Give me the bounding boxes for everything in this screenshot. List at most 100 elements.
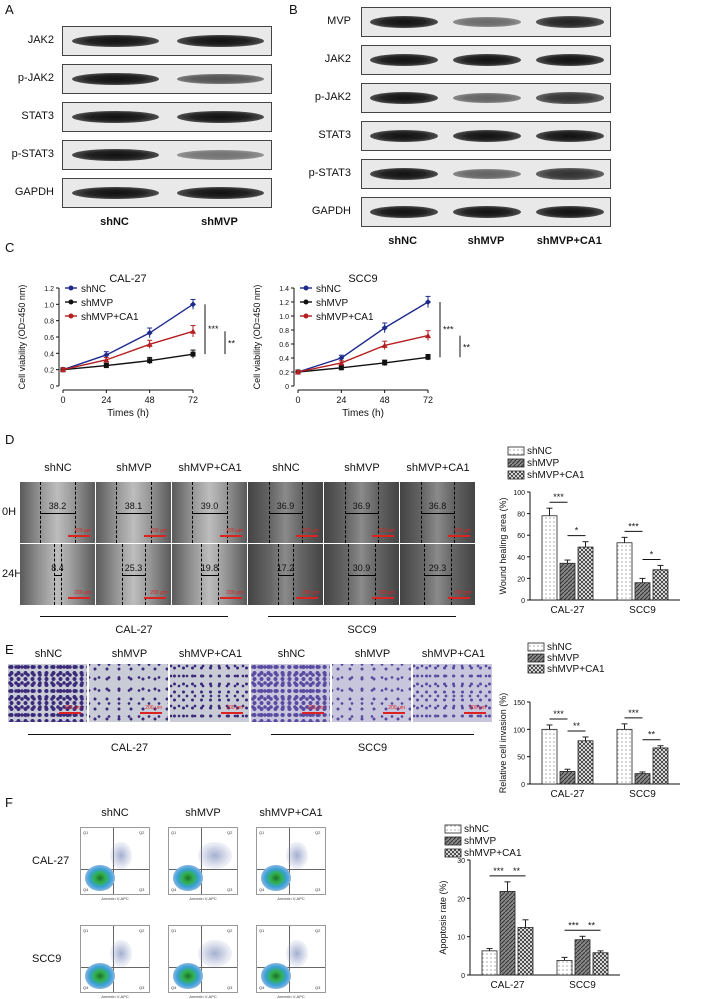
y-tick-label: 1.2 bbox=[279, 300, 289, 307]
y-tick-label: 0.2 bbox=[279, 370, 289, 377]
chart-title: CAL-27 bbox=[109, 273, 146, 285]
y-tick-label: 0.8 bbox=[44, 319, 54, 326]
blot-band bbox=[452, 168, 522, 180]
wound-edge-line bbox=[450, 544, 452, 605]
blot-lane-box bbox=[62, 178, 272, 208]
cell-invasion-chart: 0 50 100 150 Relative cell invasion (%) CAL-2… bbox=[498, 642, 680, 800]
blot-band bbox=[536, 92, 605, 104]
significance-mark: *** bbox=[553, 492, 564, 502]
y-tick-label: 0 bbox=[461, 973, 465, 980]
wound-image: 8.4 200 μm bbox=[20, 544, 95, 605]
y-axis-label: Cell viability (OD=450 nm) bbox=[17, 285, 27, 390]
quadrant-line bbox=[257, 868, 325, 870]
wound-width-value: 17.2 bbox=[276, 563, 295, 573]
blot-row-label: STAT3 bbox=[21, 110, 54, 122]
quadrant-label: Q1 bbox=[171, 830, 177, 835]
y-tick-label: 20 bbox=[457, 896, 465, 903]
wound-image: 30.9 200 μm bbox=[324, 544, 399, 605]
y-tick-label: 0.4 bbox=[279, 356, 289, 363]
y-tick-label: 1.4 bbox=[279, 286, 289, 293]
data-point bbox=[147, 358, 153, 364]
data-point bbox=[382, 360, 388, 366]
wound-image: 25.3 200 μm bbox=[96, 544, 171, 605]
blot-band bbox=[452, 205, 522, 219]
wound-image: 38.1 200 μm bbox=[96, 482, 171, 543]
flow-plot: Q1 Q2 Q3 Q4 bbox=[80, 827, 150, 895]
wound-edge-line bbox=[122, 544, 124, 605]
quadrant-label: Q3 bbox=[139, 887, 145, 892]
blot-lane-box bbox=[62, 26, 272, 56]
scale-bar-text: 200 μm bbox=[226, 705, 243, 711]
apoptotic-cells bbox=[198, 841, 232, 869]
flow-plot: Q1 Q2 Q3 Q4 bbox=[80, 925, 150, 993]
blot-column-label: shMVP+CA1 bbox=[536, 235, 602, 247]
quadrant-line bbox=[169, 966, 237, 968]
group-label: CAL-27 bbox=[115, 624, 153, 636]
wound-width-line bbox=[344, 513, 379, 514]
bar bbox=[541, 515, 558, 601]
x-axis-label: Times (h) bbox=[342, 408, 384, 419]
scale-bar-text: 200 μm bbox=[378, 590, 395, 596]
invasion-image: 200 μm bbox=[251, 664, 330, 722]
bar bbox=[592, 952, 609, 976]
quadrant-label: Q1 bbox=[83, 928, 89, 933]
blot-band bbox=[369, 205, 438, 219]
wound-edge-line bbox=[61, 544, 63, 605]
quadrant-label: Q3 bbox=[227, 985, 233, 990]
scale-bar-text: 200 μm bbox=[150, 528, 167, 534]
wound-edge-line bbox=[218, 544, 220, 605]
blot-band bbox=[72, 148, 159, 162]
scale-bar bbox=[220, 597, 242, 599]
wound-width-line bbox=[420, 513, 455, 514]
wound-width-value: 30.9 bbox=[352, 563, 371, 573]
wound-width-line bbox=[268, 513, 303, 514]
significance-mark: *** bbox=[208, 324, 219, 334]
wound-edge-line bbox=[150, 482, 152, 543]
scale-bar bbox=[144, 535, 166, 537]
group-label: CAL-27 bbox=[110, 742, 149, 754]
group-label: SCC9 bbox=[357, 742, 388, 754]
blot-band bbox=[369, 129, 438, 143]
bar bbox=[499, 891, 516, 976]
scale-bar-text: 200 μm bbox=[302, 528, 319, 534]
scale-bar bbox=[464, 712, 486, 714]
bar bbox=[616, 542, 633, 601]
series-line bbox=[297, 301, 429, 373]
y-tick-label: 0.8 bbox=[279, 328, 289, 335]
flow-x-axis-label: Annexin V-APC bbox=[277, 994, 305, 999]
blot-band bbox=[72, 110, 159, 124]
data-point bbox=[103, 363, 109, 369]
scale-bar bbox=[140, 712, 162, 714]
apoptotic-cells bbox=[110, 841, 133, 869]
wound-edge-line bbox=[420, 482, 422, 543]
legend-swatch bbox=[527, 653, 545, 663]
data-point bbox=[190, 301, 196, 308]
invasion-image: 200 μm bbox=[89, 664, 168, 722]
wound-edge-line bbox=[347, 544, 349, 605]
blot-row-label: GAPDH bbox=[14, 186, 54, 198]
wound-width-line bbox=[347, 575, 376, 576]
blot-row-label: JAK2 bbox=[27, 34, 54, 46]
quadrant-line bbox=[257, 966, 325, 968]
cell-cluster bbox=[85, 865, 115, 892]
data-point bbox=[60, 366, 66, 373]
legend-label: shMVP+CA1 bbox=[316, 312, 374, 323]
blot-band bbox=[177, 73, 264, 85]
wound-row-label: 24H bbox=[2, 568, 23, 580]
bar bbox=[556, 960, 573, 976]
apoptotic-cells bbox=[286, 939, 309, 967]
wound-edge-line bbox=[302, 482, 304, 543]
flow-plot: Q1 Q2 Q3 Q4 bbox=[168, 827, 238, 895]
legend-swatch bbox=[527, 664, 545, 674]
series-line bbox=[62, 330, 194, 371]
group-underline bbox=[28, 734, 231, 735]
wound-edge-line bbox=[277, 544, 279, 605]
blot-lane-box bbox=[361, 197, 611, 227]
bar bbox=[481, 950, 498, 976]
blot-row-label: GAPDH bbox=[311, 205, 351, 217]
blot-column-label: shMVP bbox=[467, 235, 505, 247]
y-tick-label: 150 bbox=[513, 700, 525, 707]
wound-edge-line bbox=[40, 482, 42, 543]
quadrant-label: Q2 bbox=[315, 928, 321, 933]
y-axis-label: Relative cell invasion (%) bbox=[498, 693, 508, 794]
